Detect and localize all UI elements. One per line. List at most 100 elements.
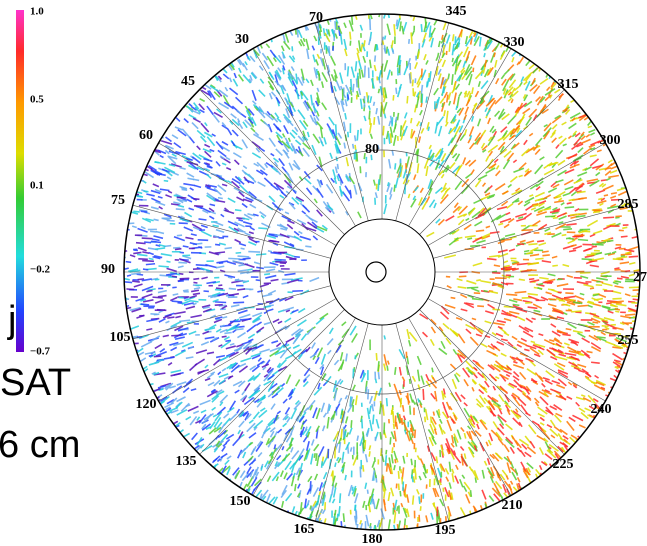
streak bbox=[617, 188, 624, 190]
streak bbox=[568, 382, 571, 385]
streak bbox=[451, 298, 456, 299]
streak bbox=[458, 287, 467, 288]
streak bbox=[189, 115, 196, 119]
streak bbox=[282, 446, 284, 450]
streak bbox=[216, 266, 224, 268]
streak bbox=[442, 391, 444, 400]
streak bbox=[610, 196, 616, 198]
streak bbox=[614, 286, 623, 288]
streak bbox=[224, 332, 231, 333]
streak bbox=[310, 278, 320, 282]
streak bbox=[298, 30, 302, 38]
streak bbox=[547, 425, 552, 428]
streak bbox=[535, 258, 543, 259]
streak bbox=[526, 241, 534, 243]
streak bbox=[470, 337, 478, 345]
streak bbox=[559, 216, 567, 219]
streak bbox=[432, 368, 433, 373]
streak bbox=[191, 234, 197, 235]
longitude-label: 70 bbox=[309, 10, 323, 25]
streak bbox=[315, 357, 319, 363]
streak bbox=[243, 166, 247, 169]
streak bbox=[216, 230, 224, 233]
streak bbox=[504, 319, 511, 321]
streak bbox=[330, 328, 334, 334]
streak bbox=[402, 418, 403, 425]
streak bbox=[549, 340, 554, 341]
streak bbox=[584, 248, 590, 250]
streak bbox=[149, 258, 154, 259]
streak bbox=[363, 56, 365, 63]
streak bbox=[465, 236, 476, 237]
streak bbox=[486, 156, 489, 161]
streak bbox=[340, 73, 343, 84]
streak bbox=[524, 349, 529, 350]
streak bbox=[502, 470, 507, 476]
streak bbox=[264, 274, 270, 275]
streak bbox=[174, 312, 185, 314]
streak bbox=[429, 145, 431, 149]
streak bbox=[621, 236, 628, 237]
streak bbox=[194, 185, 201, 187]
streak bbox=[379, 6, 382, 17]
streak bbox=[171, 374, 181, 376]
streak bbox=[590, 265, 599, 266]
streak bbox=[218, 198, 223, 199]
streak bbox=[259, 66, 263, 71]
streak bbox=[542, 383, 545, 387]
streak bbox=[540, 423, 544, 425]
streak bbox=[178, 281, 184, 282]
streak bbox=[411, 199, 416, 208]
streak bbox=[449, 92, 451, 99]
streak bbox=[450, 163, 455, 169]
streak bbox=[166, 273, 177, 275]
streak bbox=[535, 165, 543, 174]
streak bbox=[213, 415, 217, 417]
streak bbox=[381, 448, 382, 456]
streak bbox=[189, 137, 194, 143]
streak bbox=[558, 160, 565, 165]
streak bbox=[313, 236, 317, 240]
streak bbox=[540, 417, 544, 420]
streak bbox=[124, 307, 131, 309]
streak bbox=[528, 307, 538, 308]
streak bbox=[440, 98, 444, 103]
streak bbox=[203, 332, 209, 334]
streak bbox=[464, 403, 467, 406]
streak bbox=[387, 47, 388, 54]
streak bbox=[207, 352, 214, 353]
streak bbox=[322, 81, 324, 87]
streak bbox=[446, 111, 447, 123]
streak bbox=[324, 28, 325, 36]
streak bbox=[404, 66, 407, 75]
streak bbox=[215, 77, 218, 80]
streak bbox=[409, 162, 412, 173]
streak bbox=[522, 393, 531, 400]
streak bbox=[228, 129, 232, 135]
streak bbox=[466, 281, 476, 284]
streak bbox=[394, 185, 395, 192]
streak bbox=[126, 223, 134, 224]
streak bbox=[395, 367, 396, 375]
streak bbox=[264, 60, 269, 68]
streak bbox=[542, 251, 549, 252]
streak bbox=[164, 403, 173, 408]
longitude-label: 120 bbox=[136, 397, 157, 412]
streak bbox=[269, 72, 272, 78]
streak bbox=[511, 260, 517, 261]
streak bbox=[317, 455, 319, 466]
streak bbox=[368, 389, 369, 399]
streak bbox=[587, 351, 593, 352]
streak bbox=[466, 329, 471, 334]
streak bbox=[499, 395, 504, 402]
streak bbox=[357, 53, 359, 61]
streak bbox=[488, 440, 491, 445]
streak bbox=[529, 279, 534, 280]
streak bbox=[225, 460, 229, 464]
streak bbox=[237, 289, 245, 290]
streak bbox=[363, 442, 364, 451]
streak bbox=[189, 208, 194, 210]
streak bbox=[190, 188, 194, 190]
streak bbox=[238, 220, 243, 221]
streak bbox=[514, 372, 519, 377]
